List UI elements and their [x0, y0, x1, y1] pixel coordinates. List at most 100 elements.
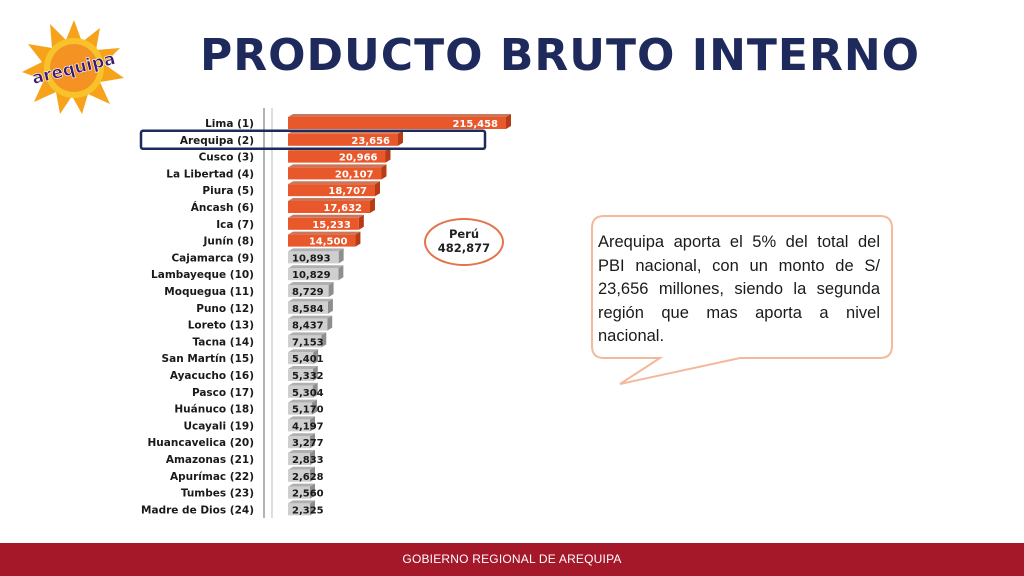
bar-top [288, 214, 364, 218]
bar [288, 184, 375, 197]
bar-side [385, 147, 391, 163]
bar-value-label: 15,233 [312, 220, 351, 231]
bar [288, 503, 310, 516]
category-label: Loreto (13) [188, 320, 254, 332]
bar-top [288, 332, 327, 336]
category-label: Puno (12) [196, 303, 254, 315]
bar-side [310, 433, 315, 449]
page-title: PRODUCTO BRUTO INTERNO [200, 30, 921, 81]
category-label: San Martín (15) [162, 353, 254, 365]
bar [288, 352, 314, 365]
bar-side [398, 130, 403, 146]
bar-top [288, 198, 375, 201]
category-label: Piura (5) [202, 185, 254, 197]
callout-text: Arequipa aporta el 5% del total del PBI … [598, 233, 880, 345]
bar-top [288, 366, 318, 369]
bar-value-label: 5,304 [292, 388, 324, 399]
category-label: Moquegua (11) [164, 286, 254, 298]
bar-side [327, 315, 333, 331]
bar-value-label: 2,560 [292, 489, 324, 500]
bar-top [288, 315, 333, 319]
callout-bubble [591, 215, 893, 385]
bar-top [288, 265, 344, 269]
bar [288, 234, 356, 247]
bar-side [312, 366, 318, 381]
category-label: Apurímac (22) [170, 471, 254, 483]
bar [288, 486, 310, 499]
bar-top [288, 164, 387, 168]
bar-value-label: 10,893 [292, 253, 331, 264]
category-label: Lambayeque (10) [151, 269, 254, 281]
bar-side [328, 282, 334, 297]
bar [288, 419, 310, 432]
bar-top [288, 483, 315, 487]
bar [288, 402, 313, 415]
bar-side [327, 298, 333, 314]
bar-value-label: 7,153 [292, 337, 324, 348]
bar [288, 335, 322, 348]
bar-side [358, 214, 364, 230]
bar-value-label: 215,458 [452, 119, 498, 130]
bar [288, 251, 339, 264]
total-value: 482,877 [437, 241, 491, 255]
bar-value-label: 2,628 [292, 472, 324, 483]
bar-side [310, 483, 315, 499]
bar [288, 201, 370, 213]
category-label: Huánuco (18) [174, 404, 254, 416]
bar-top [288, 382, 318, 386]
bar-side [381, 164, 387, 180]
category-label: Ica (7) [216, 219, 254, 231]
bar [288, 469, 310, 482]
bar [288, 285, 329, 297]
sun-icon [22, 20, 124, 114]
bar [288, 318, 328, 331]
bar-value-label: 5,332 [292, 371, 324, 382]
category-label: Pasco (17) [192, 387, 254, 399]
bar-value-label: 4,197 [292, 421, 324, 432]
arequipa-logo: arequipa [22, 20, 124, 114]
bar-top [288, 282, 334, 285]
bar-value-label: 20,107 [335, 169, 374, 180]
bar-value-label: 3,277 [292, 438, 324, 449]
bar [288, 117, 506, 129]
bar-top [288, 466, 315, 470]
bar-value-label: 23,656 [351, 136, 390, 147]
bar-value-label: 5,401 [292, 354, 324, 365]
bar-side [374, 181, 380, 197]
bar-top [288, 433, 315, 437]
bar-top [288, 399, 318, 403]
bar-value-label: 5,170 [292, 405, 324, 416]
category-label: Lima (1) [205, 118, 254, 130]
category-label: Amazonas (21) [166, 454, 254, 466]
category-label: Tacna (14) [192, 336, 254, 348]
bar-value-label: 10,829 [292, 270, 331, 281]
footer-text: GOBIERNO REGIONAL DE AREQUIPA [402, 552, 622, 566]
category-label: Junín (8) [203, 236, 255, 248]
bar-side [338, 248, 344, 264]
bar-top [288, 416, 315, 420]
bar-side [312, 399, 318, 415]
bar-top [288, 450, 315, 453]
bar-side [312, 382, 318, 398]
bar [288, 301, 328, 314]
bar [288, 133, 398, 146]
bar [288, 167, 382, 180]
bar-side [338, 265, 344, 281]
bar-value-label: 14,500 [309, 237, 348, 248]
bar [288, 268, 339, 281]
category-label: Madre de Dios (24) [141, 504, 254, 516]
pbi-bar-chart: 215,458 Lima (1) 23,656 Arequipa (2) 20,966 C… [139, 108, 511, 518]
category-label: Cusco (3) [199, 152, 254, 164]
footer-bar: GOBIERNO REGIONAL DE AREQUIPA [0, 543, 1024, 576]
bar [288, 385, 313, 398]
highlight-box [139, 129, 487, 151]
bar-top [288, 231, 361, 235]
bar-side [321, 332, 327, 348]
bar-side [310, 466, 315, 482]
bar [288, 150, 386, 163]
bar [288, 436, 310, 449]
bar-top [288, 114, 511, 117]
bar-side [506, 114, 511, 129]
bar-side [369, 198, 375, 213]
category-label: Arequipa (2) [180, 135, 254, 147]
